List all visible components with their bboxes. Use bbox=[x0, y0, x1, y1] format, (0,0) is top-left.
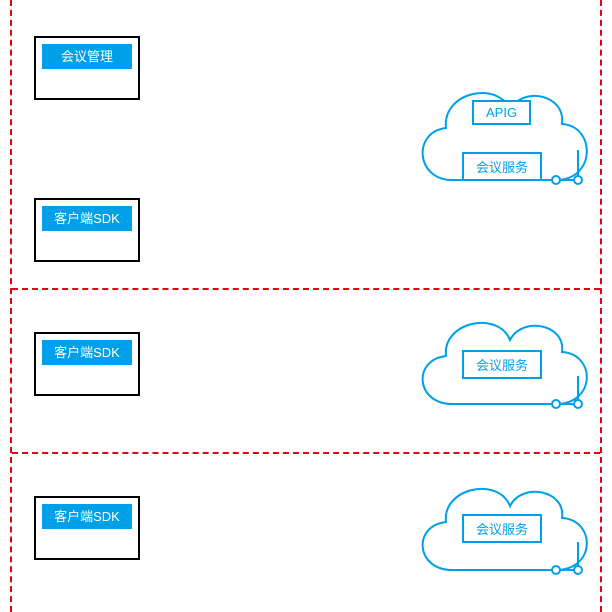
module-label: 客户端SDK bbox=[42, 340, 132, 365]
module-meeting-management: 会议管理 bbox=[34, 36, 140, 100]
module-label: 客户端SDK bbox=[42, 206, 132, 231]
section-divider-1 bbox=[12, 288, 600, 290]
module-label: 客户端SDK bbox=[42, 504, 132, 529]
module-client-sdk-3: 客户端SDK bbox=[34, 496, 140, 560]
module-client-sdk-2: 客户端SDK bbox=[34, 332, 140, 396]
cloud-label-meeting-service-2: 会议服务 bbox=[462, 350, 542, 379]
outer-border-right bbox=[600, 0, 602, 612]
diagram-stage: 会议管理 客户端SDK 客户端SDK 客户端SDK APIG 会议服务 会议服务… bbox=[0, 0, 612, 612]
module-label: 会议管理 bbox=[42, 44, 132, 69]
section-divider-2 bbox=[12, 452, 600, 454]
cloud-label-meeting-service-1: 会议服务 bbox=[462, 152, 542, 181]
cloud-label-meeting-service-3: 会议服务 bbox=[462, 514, 542, 543]
module-client-sdk-1: 客户端SDK bbox=[34, 198, 140, 262]
outer-border-left bbox=[10, 0, 12, 612]
cloud-label-apig: APIG bbox=[472, 100, 531, 125]
